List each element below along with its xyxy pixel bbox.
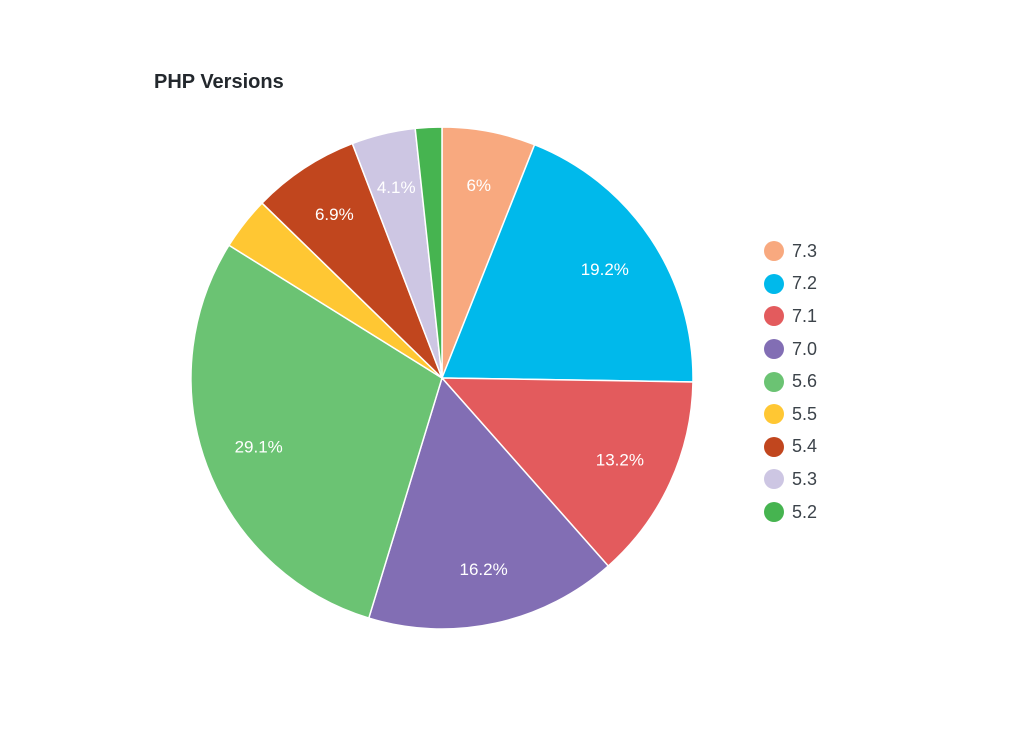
pie-slice-5-6 (190, 244, 443, 620)
legend-swatch (764, 436, 784, 457)
legend-swatch (764, 339, 784, 360)
legend-label: 5.3 (792, 468, 818, 489)
slice-label-7-0: 16.2% (459, 560, 507, 579)
slice-label-7-2: 19.2% (581, 260, 629, 279)
legend-swatch (764, 241, 784, 262)
legend-swatch (764, 469, 784, 490)
pie-slice-5-2 (414, 126, 443, 379)
slice-label-7-1: 13.2% (596, 450, 644, 469)
legend-item-5-3: 5.3 (764, 463, 817, 496)
legend-label: 7.3 (792, 240, 818, 261)
legend-label: 7.0 (792, 338, 818, 359)
legend-swatch (764, 502, 784, 523)
legend-swatch (764, 306, 784, 327)
legend-item-5-6: 5.6 (764, 365, 817, 398)
legend-item-7-1: 7.1 (764, 300, 817, 333)
slice-label-5-6: 29.1% (235, 437, 283, 456)
chart-legend: 7.3 7.2 7.1 7.0 5.6 5.5 5.4 5.3 5.2 (764, 235, 817, 528)
legend-label: 5.5 (792, 403, 818, 424)
legend-item-7-0: 7.0 (764, 333, 817, 366)
slice-label-5-4: 6.9% (315, 205, 354, 224)
legend-label: 7.1 (792, 305, 818, 326)
legend-swatch (764, 371, 784, 392)
legend-item-7-3: 7.3 (764, 235, 817, 268)
legend-item-7-2: 7.2 (764, 268, 817, 301)
pie-slice-5-4 (260, 142, 443, 379)
legend-label: 5.4 (792, 436, 818, 457)
pie-slice-labels: 6% 19.2% 13.2% 16.2% 29.1% 6.9% 4.1% (235, 176, 644, 579)
slice-label-7-3: 6% (466, 176, 491, 195)
legend-item-5-5: 5.5 (764, 398, 817, 431)
legend-item-5-2: 5.2 (764, 496, 817, 529)
chart-title: PHP Versions (154, 71, 284, 93)
pie-slices (190, 126, 694, 630)
pie-slice-7-0 (367, 376, 610, 630)
legend-swatch (764, 273, 784, 294)
pie-slice-7-1 (440, 377, 694, 568)
legend-item-5-4: 5.4 (764, 431, 817, 464)
slice-label-5-3: 4.1% (377, 178, 416, 197)
legend-label: 5.2 (792, 501, 818, 522)
pie-slice-7-2 (440, 143, 694, 383)
legend-swatch (764, 404, 784, 425)
legend-label: 7.2 (792, 273, 818, 294)
legend-label: 5.6 (792, 371, 818, 392)
